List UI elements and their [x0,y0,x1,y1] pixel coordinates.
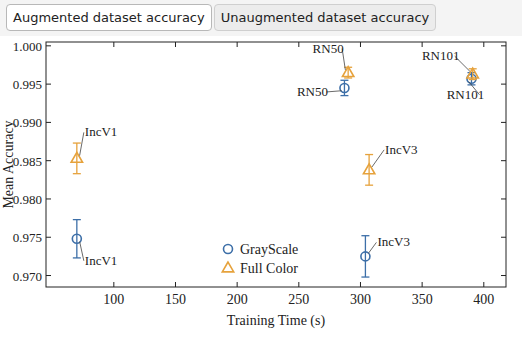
tab[interactable]: Augmented dataset accuracy [6,4,212,31]
chart-background [0,36,522,360]
error-bar-cap [361,235,369,236]
x-tick [175,282,176,287]
y-tick [46,275,51,276]
error-bar-line [365,236,366,277]
x-tick [360,42,361,47]
legend-box [218,237,314,279]
y-tick [46,160,51,161]
marks [71,67,478,277]
x-tick-label: 300 [350,292,371,307]
y-tick-label: 0.975 [13,230,42,245]
y-tick [501,198,506,199]
x-tick [298,282,299,287]
y-tick [46,84,51,85]
x-tick [483,42,484,47]
leader-line [80,242,84,261]
x-tick [237,42,238,47]
y-tick [46,45,51,46]
x-tick [360,282,361,287]
point-label: IncV1 [85,253,118,268]
y-tick [501,237,506,238]
leader-line [372,150,384,167]
point-label: RN101 [447,87,485,102]
error-bar-cap [73,257,81,258]
x-tick [298,42,299,47]
y-tick-label: 0.970 [13,269,42,284]
x-tick [113,282,114,287]
x-tick [422,282,423,287]
error-bar-line [368,155,369,186]
error-bar-line [76,220,77,258]
error-bar-line [76,143,77,174]
y-tick-label: 1.000 [13,39,42,54]
leader-line [326,91,341,92]
point-label: IncV3 [385,142,418,157]
point-labels: IncV1 RN50 IncV3 RN101 IncV1 RN50 IncV3 RN101 [80,41,485,268]
y-tick [501,122,506,123]
error-bar-cap [73,173,81,174]
tab[interactable]: Unaugmented dataset accuracy [214,4,437,31]
legend-marker [222,262,233,272]
y-tick [46,237,51,238]
error-bar-cap [340,95,348,96]
leader-line [80,132,84,155]
error-bar-cap [73,219,81,220]
y-tick-label: 0.990 [13,115,42,130]
y-tick [46,198,51,199]
leader-line [368,242,376,253]
error-bar [361,236,369,277]
plot-frame [46,42,506,287]
y-tick [501,160,506,161]
x-tick [483,282,484,287]
tab-bar: Augmented dataset accuracyUnaugmented da… [6,4,436,31]
y-tick [46,122,51,123]
y-tick-label: 0.980 [13,192,42,207]
legend-marker [224,245,233,254]
error-bar [73,220,81,258]
x-tick [113,42,114,47]
point-label: RN50 [313,41,344,56]
x-tick-label: 100 [103,292,124,307]
x-tick-label: 350 [412,292,433,307]
error-bar-cap [361,276,369,277]
x-tick-label: 400 [473,292,494,307]
error-bar [340,80,348,95]
error-bar-cap [344,77,352,78]
error-bar-line [344,80,345,95]
y-tick [501,45,506,46]
error-bar-cap [365,154,373,155]
error-bar-cap [73,142,81,143]
y-tick [501,84,506,85]
error-bar-cap [340,80,348,81]
x-tick-label: 250 [288,292,309,307]
point [342,67,353,77]
point-label: RN50 [297,84,328,99]
x-tick [175,42,176,47]
page: Augmented dataset accuracyUnaugmented da… [0,0,522,360]
legend: GrayScale Full Color [218,237,314,279]
x-axis-label: Training Time (s) [227,313,326,329]
point [71,152,82,162]
point-label: IncV1 [85,124,118,139]
point-label: IncV3 [377,234,410,249]
y-tick [501,275,506,276]
point-label: RN101 [422,48,460,63]
x-tick [422,42,423,47]
y-axis-label: Mean Accuracy [1,120,16,208]
x-tick [237,282,238,287]
x-tick-label: 150 [165,292,186,307]
legend-label: GrayScale [240,242,298,257]
chart: 100 150 200 250 300 350 400 0.970 0.975 0.980 0.98… [0,0,522,360]
legend-label: Full Color [240,261,298,276]
x-tick-label: 200 [227,292,248,307]
y-tick-label: 0.995 [13,77,42,92]
error-bar-cap [365,185,373,186]
error-bar-cap [469,79,477,80]
y-tick-label: 0.985 [13,154,42,169]
